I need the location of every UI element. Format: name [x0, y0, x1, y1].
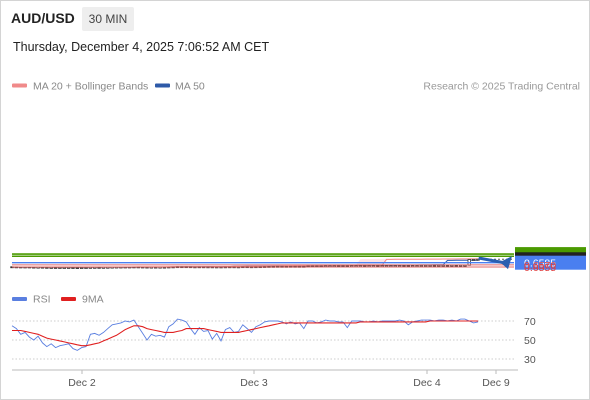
ma20-legend-swatch: [12, 83, 27, 88]
x-tick-label: Dec 9: [482, 377, 510, 389]
candle-body: [84, 267, 88, 269]
rsi-legend-label: RSI: [33, 294, 51, 306]
candle-body: [441, 265, 445, 267]
candle-body: [424, 265, 428, 267]
candle-body: [432, 265, 437, 267]
level-label-box: [515, 255, 586, 270]
candle: [371, 265, 376, 268]
candle-body: [428, 265, 432, 267]
level-0.6555: 0.6555: [12, 262, 556, 274]
x-tick-label: Dec 2: [68, 377, 96, 389]
forecast-arrow-head: [500, 256, 512, 270]
candle: [393, 265, 397, 268]
candle-body: [445, 265, 450, 267]
candle: [437, 265, 441, 267]
candle-body: [397, 265, 402, 267]
level-label: 0.6570: [524, 260, 556, 272]
candle: [397, 265, 402, 267]
candle-body: [471, 259, 476, 261]
rsi-tick-label: 70: [524, 316, 536, 328]
candle: [471, 259, 476, 261]
candle-body: [62, 267, 66, 269]
candle-body: [53, 267, 58, 269]
candle: [384, 265, 389, 268]
candle: [380, 265, 384, 268]
candle: [402, 265, 406, 267]
rsi-tick-label: 50: [524, 335, 536, 347]
rsi-ma-legend-swatch: [61, 297, 76, 301]
candle: [450, 264, 454, 267]
candle: [441, 265, 445, 267]
candle-body: [437, 265, 441, 267]
candle-body: [79, 267, 84, 269]
candle-body: [450, 264, 454, 267]
rsi-legend-swatch: [12, 297, 27, 301]
candle: [445, 265, 450, 267]
level-0.6570: 0.6570: [12, 260, 556, 272]
candle-body: [58, 267, 62, 269]
candle-body: [419, 265, 424, 267]
candle-body: [71, 267, 75, 269]
x-axis: Dec 2 Dec 3 Dec 4 Dec 9: [68, 370, 510, 389]
candle: [389, 265, 393, 268]
chart-datetime: Thursday, December 4, 2025 7:06:52 AM CE…: [13, 40, 270, 54]
candle: [428, 265, 432, 267]
rsi-tick-label: 30: [524, 354, 536, 366]
rsi-plot: 70 50 30: [11, 316, 536, 366]
candle-body: [463, 264, 467, 267]
ma50-legend-swatch: [155, 83, 170, 88]
candle: [84, 267, 88, 269]
candle: [410, 265, 415, 267]
candle: [62, 267, 66, 269]
x-tick-label: Dec 4: [413, 377, 441, 389]
candle-body: [402, 265, 406, 267]
level-label: 0.6585: [524, 258, 556, 270]
ma50-legend-label: MA 50: [175, 81, 205, 93]
rsi-ma-legend-label: 9MA: [82, 294, 104, 306]
source-credit: Research © 2025 Trading Central: [423, 81, 580, 93]
candle: [415, 265, 419, 267]
timeframe-button[interactable]: 30 MIN: [82, 7, 134, 31]
candle: [419, 265, 424, 267]
candle-body: [454, 264, 458, 267]
candle: [79, 267, 84, 269]
candle-body: [410, 265, 415, 267]
ma20-legend-label: MA 20 + Bollinger Bands: [33, 81, 148, 93]
x-tick-label: Dec 3: [240, 377, 268, 389]
candle: [432, 265, 437, 267]
symbol-title: AUD/USD: [11, 10, 75, 26]
candle-body: [406, 265, 411, 267]
level-0.6585: 0.6585: [12, 255, 586, 270]
rsi-line: [11, 318, 479, 351]
candle-body: [389, 265, 393, 268]
level-label: 0.6555: [524, 262, 556, 274]
candle-body: [75, 267, 80, 269]
rsi-ma-line: [12, 320, 478, 347]
candle-body: [393, 265, 397, 268]
candle-body: [66, 267, 71, 269]
candle-body: [415, 265, 419, 267]
candle: [424, 265, 428, 267]
candle-body: [49, 267, 53, 269]
candle: [406, 265, 411, 267]
candle-body: [458, 264, 463, 267]
forecast-arrow: [478, 256, 512, 270]
